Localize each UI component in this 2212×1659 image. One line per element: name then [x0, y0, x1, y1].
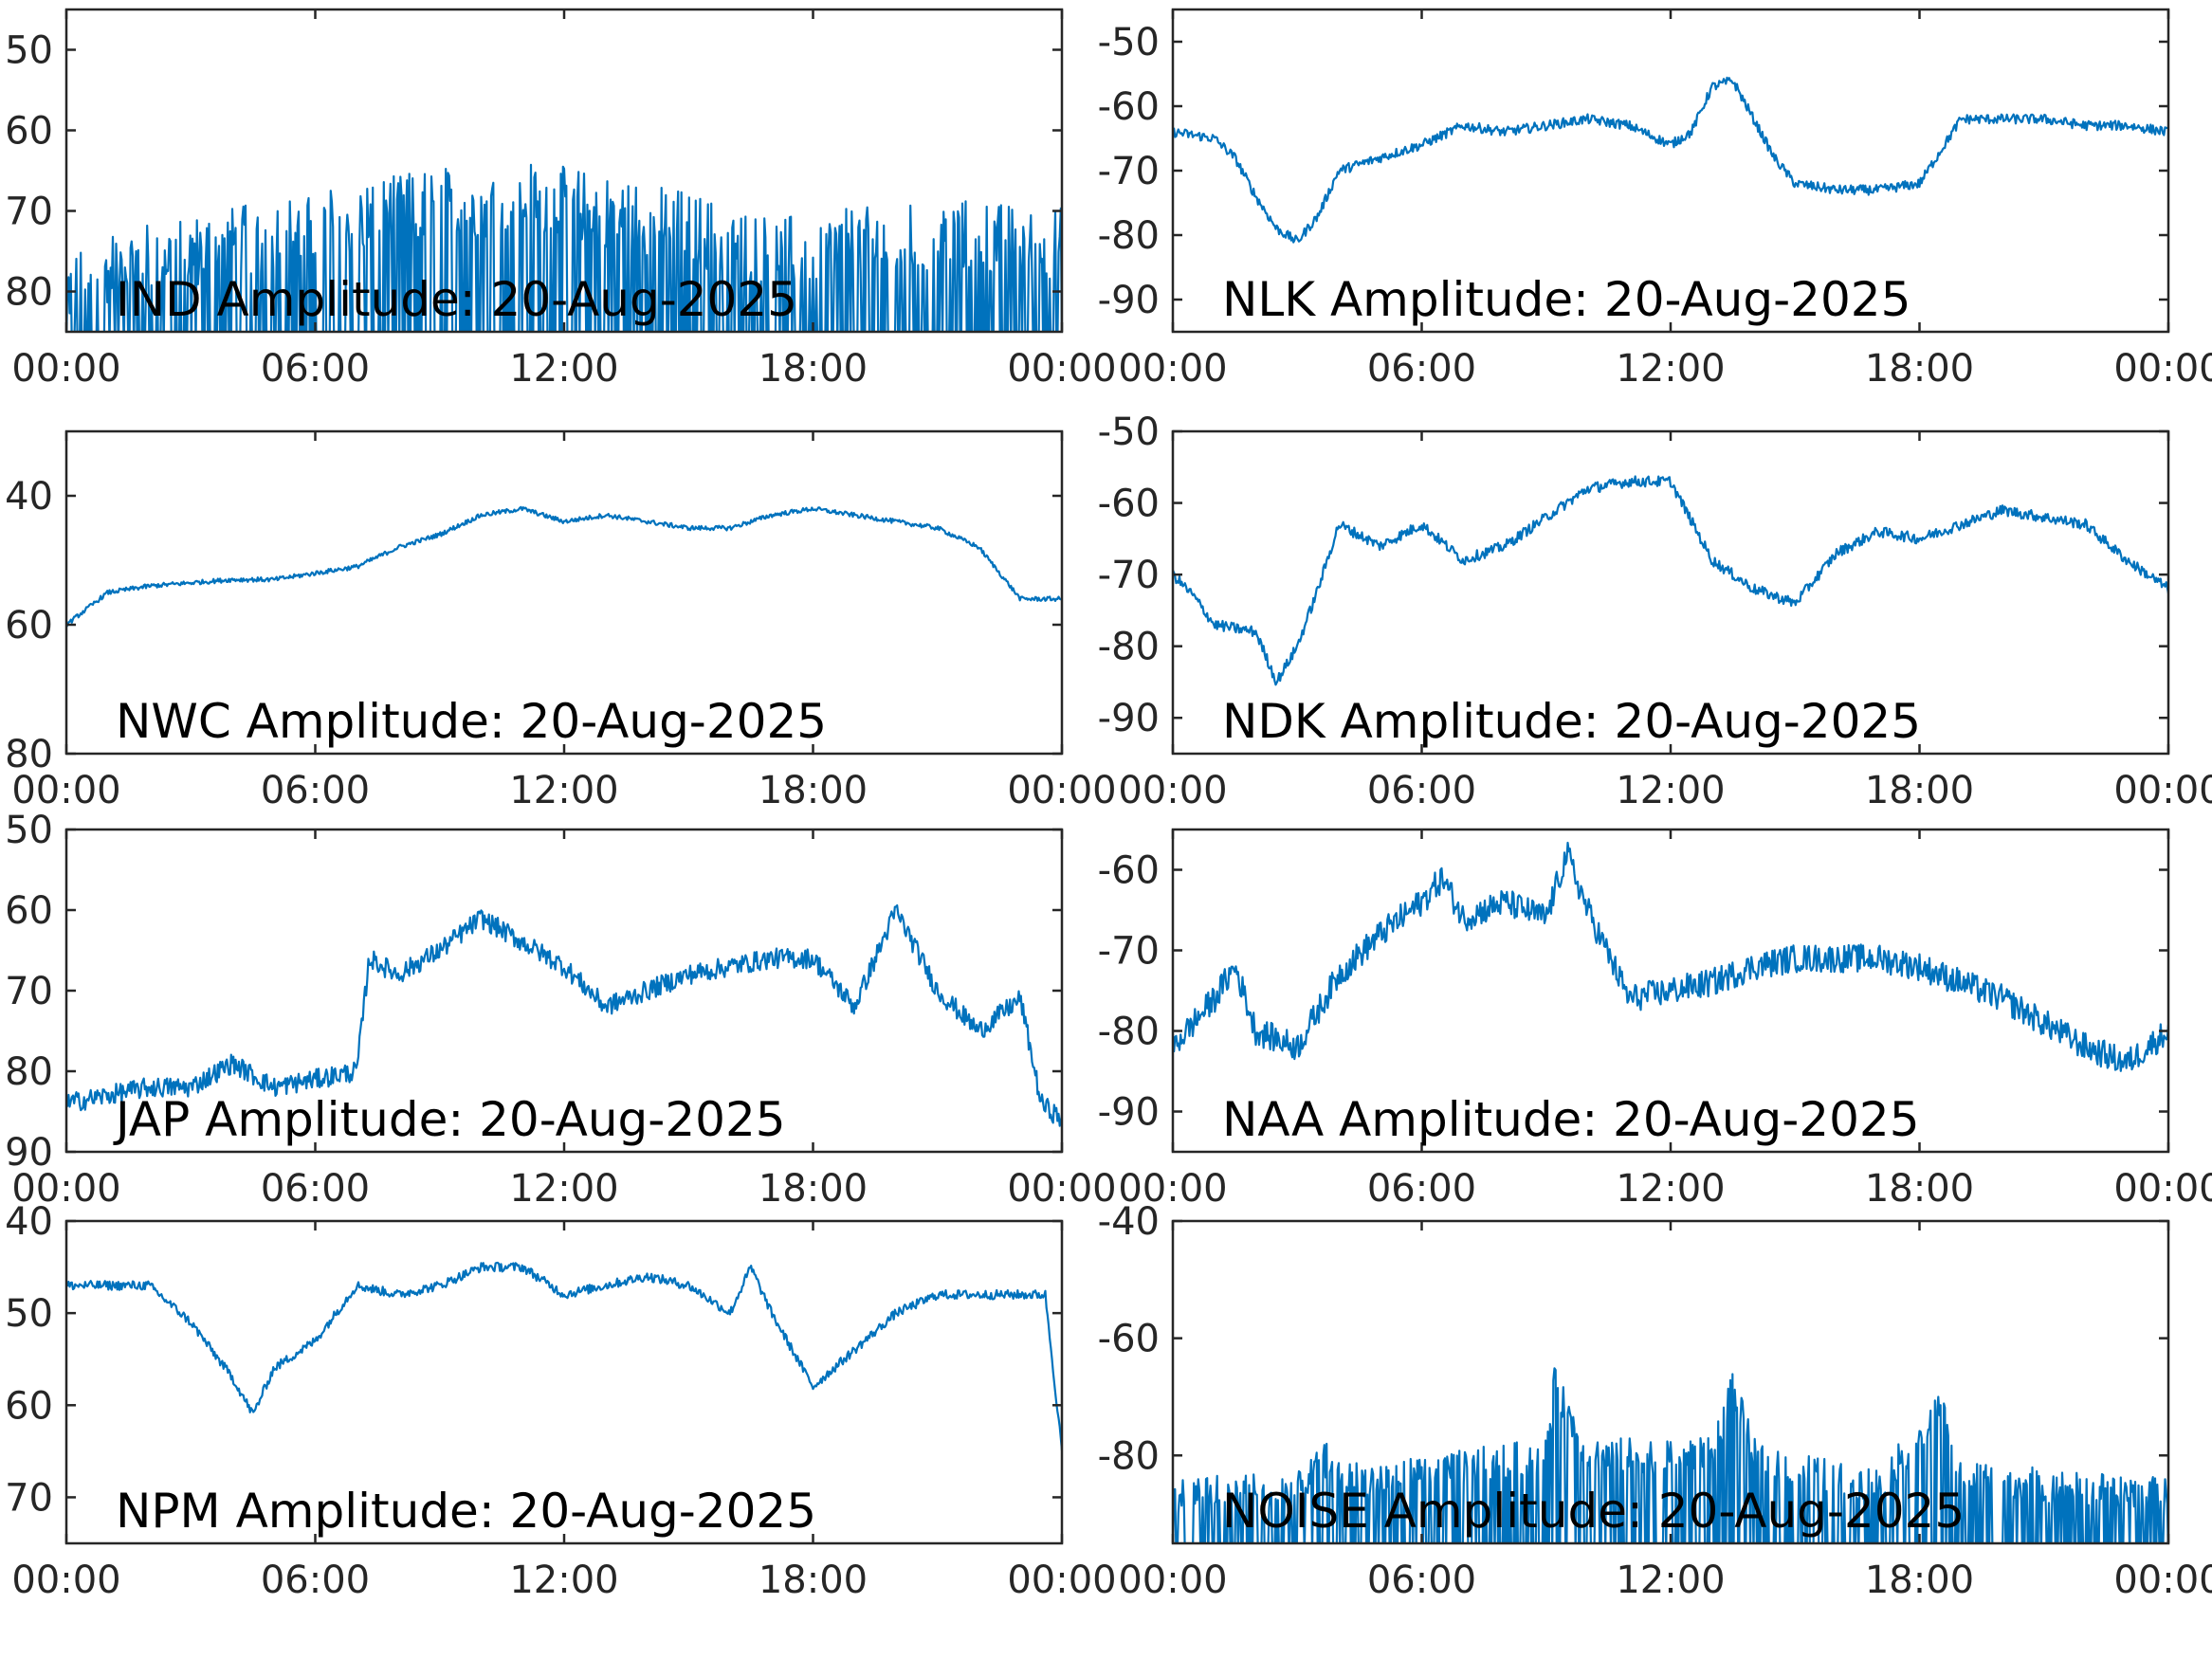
x-tick-label: 00:00 — [1007, 769, 1116, 812]
y-tick-label: 50 — [5, 809, 53, 852]
x-tick-label: 00:00 — [11, 347, 120, 391]
y-tick-label: 80 — [5, 1050, 53, 1094]
x-tick-label: 00:00 — [11, 1559, 120, 1602]
x-tick-label: 12:00 — [1616, 1167, 1725, 1211]
x-tick-label: 12:00 — [1616, 347, 1725, 391]
x-tick-label: 00:00 — [1007, 1559, 1116, 1602]
x-tick-label: 06:00 — [261, 1559, 370, 1602]
x-tick-label: 06:00 — [261, 347, 370, 391]
trace-npm — [66, 1261, 1062, 1451]
y-tick-label: 70 — [5, 970, 53, 1013]
x-tick-label: 18:00 — [759, 1559, 868, 1602]
y-tick-label: 50 — [5, 1292, 53, 1336]
x-tick-label: 12:00 — [1616, 769, 1725, 812]
panel-title: NWC Amplitude: 20-Aug-2025 — [116, 694, 827, 749]
y-tick-label: -80 — [1098, 626, 1160, 669]
y-tick-label: 60 — [5, 889, 53, 933]
x-tick-label: 06:00 — [1367, 769, 1476, 812]
y-tick-label: -90 — [1098, 1091, 1160, 1135]
x-tick-label: 06:00 — [1367, 1559, 1476, 1602]
y-tick-label: -70 — [1098, 554, 1160, 597]
y-tick-label: -60 — [1098, 483, 1160, 526]
y-tick-label: -60 — [1098, 85, 1160, 129]
y-tick-label: 40 — [5, 475, 53, 519]
x-tick-label: 00:00 — [11, 1167, 120, 1211]
y-tick-label: -90 — [1098, 279, 1160, 322]
panel-title: IND Amplitude: 20-Aug-2025 — [116, 272, 797, 327]
x-tick-label: 00:00 — [1007, 1167, 1116, 1211]
y-tick-label: -70 — [1098, 150, 1160, 193]
x-tick-label: 00:00 — [2113, 347, 2212, 391]
y-tick-label: 70 — [5, 1476, 53, 1520]
panel-title: JAP Amplitude: 20-Aug-2025 — [113, 1092, 786, 1147]
trace-ind — [66, 163, 1062, 332]
x-tick-label: 00:00 — [1118, 1559, 1227, 1602]
y-tick-label: 60 — [5, 1384, 53, 1428]
x-tick-label: 00:00 — [2113, 1167, 2212, 1211]
x-tick-label: 00:00 — [2113, 1559, 2212, 1602]
y-tick-label: -60 — [1098, 1318, 1160, 1361]
y-tick-label: 90 — [5, 1131, 53, 1175]
x-tick-label: 18:00 — [759, 1167, 868, 1211]
x-tick-label: 00:00 — [1118, 1167, 1227, 1211]
x-tick-label: 18:00 — [1865, 1167, 1974, 1211]
y-tick-label: -80 — [1098, 214, 1160, 258]
trace-noise — [1173, 1367, 2168, 1543]
x-tick-label: 18:00 — [759, 769, 868, 812]
x-tick-label: 12:00 — [1616, 1559, 1725, 1602]
trace-naa — [1173, 841, 2168, 1072]
x-tick-label: 18:00 — [1865, 769, 1974, 812]
trace-nwc — [66, 505, 1062, 628]
panel-title: NAA Amplitude: 20-Aug-2025 — [1222, 1092, 1920, 1147]
y-tick-label: -50 — [1098, 410, 1160, 454]
x-tick-label: 18:00 — [1865, 347, 1974, 391]
y-tick-label: 60 — [5, 110, 53, 154]
y-tick-label: -40 — [1098, 1200, 1160, 1244]
panel-ind: 50 60 70 80 00:00 06:00 12:00 18:00 00:00 IND Amp… — [5, 8, 1117, 391]
y-tick-label: -60 — [1098, 849, 1160, 893]
x-tick-label: 18:00 — [759, 347, 868, 391]
x-tick-label: 00:00 — [2113, 769, 2212, 812]
x-tick-label: 06:00 — [1367, 347, 1476, 391]
panel-title: NDK Amplitude: 20-Aug-2025 — [1222, 694, 1921, 749]
panel-title: NOISE Amplitude: 20-Aug-2025 — [1222, 1484, 1965, 1539]
x-tick-label: 12:00 — [509, 769, 618, 812]
y-tick-label: 80 — [5, 271, 53, 315]
panel-title: NPM Amplitude: 20-Aug-2025 — [116, 1484, 816, 1539]
trace-jap — [66, 904, 1062, 1127]
trace-nlk — [1173, 76, 2168, 244]
y-tick-label: -50 — [1098, 21, 1160, 64]
panel-nlk: -50 -60 -70 -80 -90 00:00 06:00 12:00 18:00 00:00… — [1098, 8, 2212, 391]
x-tick-label: 00:00 — [1007, 347, 1116, 391]
trace-ndk — [1173, 475, 2168, 686]
x-tick-label: 06:00 — [261, 1167, 370, 1211]
y-tick-label: -90 — [1098, 697, 1160, 740]
y-tick-label: -80 — [1098, 1434, 1160, 1478]
y-tick-label: 50 — [5, 29, 53, 73]
x-tick-label: 12:00 — [509, 1167, 618, 1211]
panel-npm: 40 50 60 70 00:00 06:00 12:00 18:00 00:00 NPM Amp… — [5, 1200, 1117, 1602]
y-tick-label: 40 — [5, 1200, 53, 1244]
x-tick-label: 06:00 — [1367, 1167, 1476, 1211]
panel-title: NLK Amplitude: 20-Aug-2025 — [1222, 272, 1910, 327]
x-tick-label: 00:00 — [1118, 347, 1227, 391]
y-tick-label: 80 — [5, 733, 53, 776]
panel-noise: -40 -60 -80 00:00 06:00 12:00 18:00 00:00 NOISE … — [1098, 1200, 2212, 1602]
y-tick-label: 70 — [5, 191, 53, 234]
y-tick-label: -80 — [1098, 1011, 1160, 1054]
panel-naa: -60 -70 -80 -90 00:00 06:00 12:00 18:00 00:00 NAA… — [1098, 828, 2212, 1211]
y-tick-label: 60 — [5, 604, 53, 647]
y-tick-label: -70 — [1098, 930, 1160, 974]
x-tick-label: 00:00 — [11, 769, 120, 812]
x-tick-label: 12:00 — [509, 347, 618, 391]
x-tick-label: 06:00 — [261, 769, 370, 812]
panel-ndk: -50 -60 -70 -80 -90 00:00 06:00 12:00 18:00 00:00… — [1098, 410, 2212, 812]
x-tick-label: 18:00 — [1865, 1559, 1974, 1602]
x-tick-label: 12:00 — [509, 1559, 618, 1602]
x-tick-label: 00:00 — [1118, 769, 1227, 812]
